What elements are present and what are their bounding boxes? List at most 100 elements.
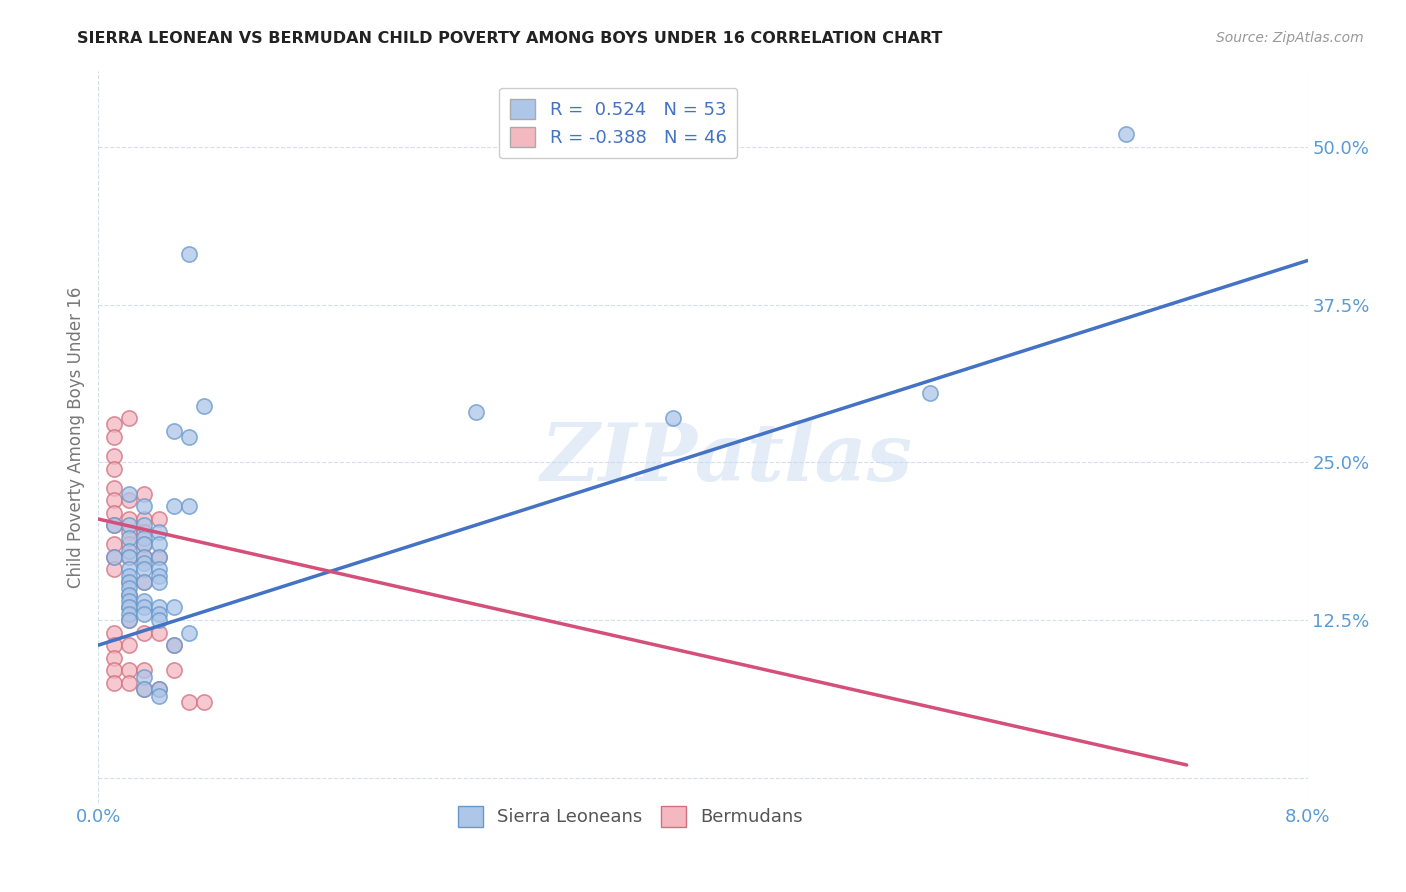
Point: [132, 549, 155, 564]
Point: [132, 575, 155, 590]
Point: [118, 512, 141, 526]
Point: [118, 588, 141, 602]
Point: [132, 537, 155, 551]
Point: [103, 664, 125, 678]
Point: [132, 562, 155, 576]
Point: [103, 638, 125, 652]
Point: [465, 405, 488, 419]
Point: [118, 664, 141, 678]
Point: [148, 682, 170, 697]
Point: [148, 575, 170, 590]
Point: [118, 638, 141, 652]
Point: [163, 664, 186, 678]
Point: [132, 575, 155, 590]
Text: Source: ZipAtlas.com: Source: ZipAtlas.com: [1216, 31, 1364, 45]
Point: [132, 531, 155, 545]
Point: [193, 399, 215, 413]
Point: [132, 682, 155, 697]
Text: SIERRA LEONEAN VS BERMUDAN CHILD POVERTY AMONG BOYS UNDER 16 CORRELATION CHART: SIERRA LEONEAN VS BERMUDAN CHILD POVERTY…: [77, 31, 942, 46]
Point: [103, 461, 125, 475]
Point: [148, 537, 170, 551]
Legend: Sierra Leoneans, Bermudans: Sierra Leoneans, Bermudans: [450, 798, 810, 834]
Point: [118, 613, 141, 627]
Point: [193, 695, 215, 709]
Text: ZIPatlas: ZIPatlas: [541, 420, 914, 498]
Point: [118, 518, 141, 533]
Point: [118, 411, 141, 425]
Point: [118, 537, 141, 551]
Point: [118, 543, 141, 558]
Point: [103, 537, 125, 551]
Point: [103, 430, 125, 444]
Point: [118, 493, 141, 508]
Point: [103, 549, 125, 564]
Point: [179, 500, 201, 514]
Point: [118, 594, 141, 608]
Point: [103, 506, 125, 520]
Point: [148, 569, 170, 583]
Point: [163, 424, 186, 438]
Point: [148, 512, 170, 526]
Point: [1115, 128, 1137, 142]
Point: [118, 607, 141, 621]
Point: [148, 549, 170, 564]
Point: [103, 562, 125, 576]
Point: [103, 625, 125, 640]
Point: [148, 524, 170, 539]
Point: [163, 600, 186, 615]
Point: [118, 562, 141, 576]
Point: [118, 549, 141, 564]
Point: [148, 625, 170, 640]
Point: [118, 569, 141, 583]
Point: [103, 493, 125, 508]
Point: [661, 411, 683, 425]
Point: [132, 556, 155, 570]
Point: [103, 449, 125, 463]
Point: [103, 417, 125, 432]
Point: [132, 512, 155, 526]
Point: [132, 607, 155, 621]
Point: [118, 549, 141, 564]
Point: [118, 600, 141, 615]
Point: [148, 600, 170, 615]
Point: [179, 625, 201, 640]
Point: [103, 650, 125, 665]
Point: [132, 670, 155, 684]
Point: [132, 524, 155, 539]
Point: [163, 500, 186, 514]
Point: [118, 575, 141, 590]
Point: [118, 524, 141, 539]
Point: [148, 682, 170, 697]
Point: [179, 430, 201, 444]
Point: [179, 247, 201, 261]
Point: [132, 594, 155, 608]
Point: [118, 582, 141, 596]
Point: [118, 487, 141, 501]
Point: [148, 549, 170, 564]
Point: [132, 600, 155, 615]
Point: [132, 625, 155, 640]
Point: [132, 549, 155, 564]
Point: [103, 518, 125, 533]
Point: [163, 638, 186, 652]
Y-axis label: Child Poverty Among Boys Under 16: Child Poverty Among Boys Under 16: [66, 286, 84, 588]
Point: [918, 386, 941, 401]
Point: [148, 689, 170, 703]
Point: [148, 562, 170, 576]
Point: [103, 481, 125, 495]
Point: [118, 588, 141, 602]
Point: [179, 695, 201, 709]
Point: [148, 613, 170, 627]
Point: [118, 575, 141, 590]
Point: [132, 518, 155, 533]
Point: [118, 613, 141, 627]
Point: [132, 500, 155, 514]
Point: [132, 682, 155, 697]
Point: [118, 676, 141, 690]
Point: [103, 676, 125, 690]
Point: [103, 549, 125, 564]
Point: [103, 518, 125, 533]
Point: [148, 607, 170, 621]
Point: [132, 487, 155, 501]
Point: [132, 664, 155, 678]
